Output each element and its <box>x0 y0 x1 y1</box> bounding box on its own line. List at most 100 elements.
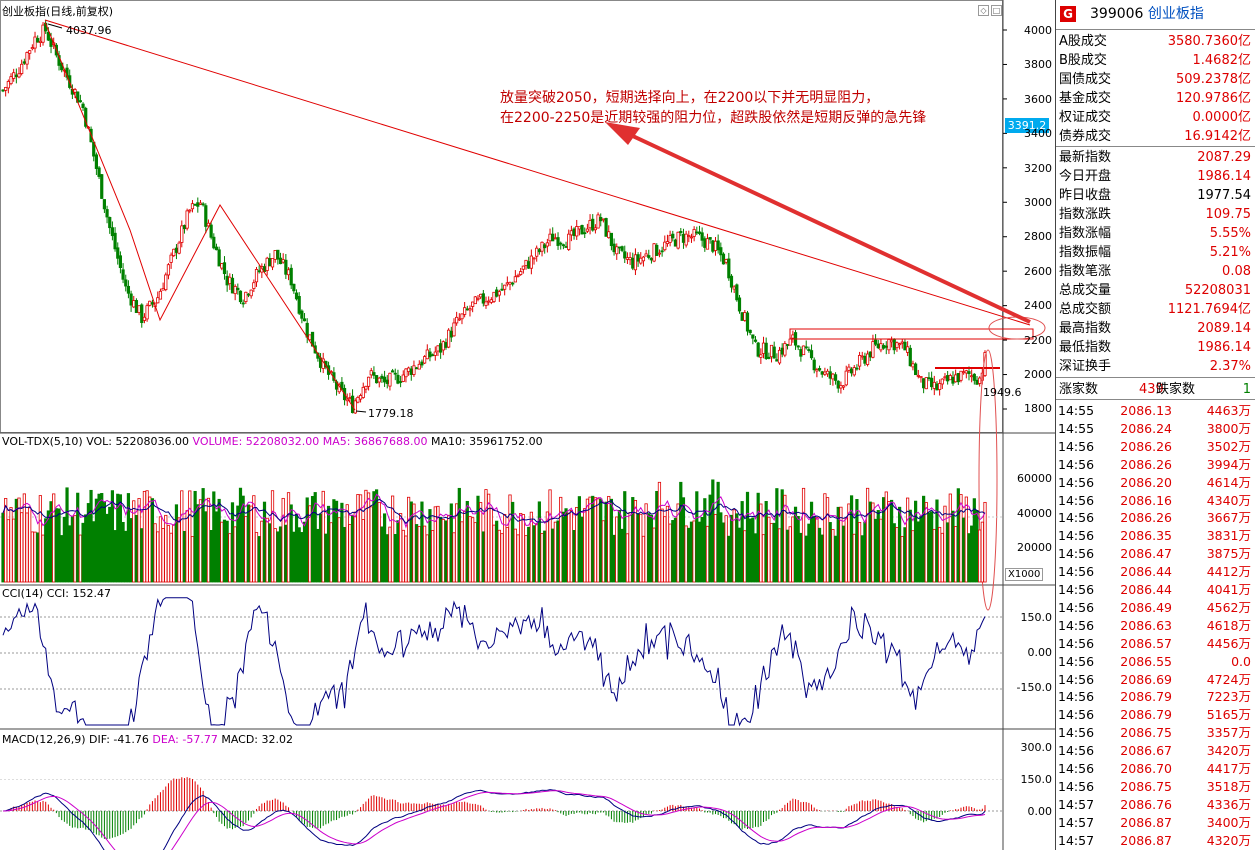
volume-bar <box>890 499 894 583</box>
volume-bar <box>425 534 429 583</box>
volume-bar <box>759 503 763 583</box>
cci-line <box>2 597 986 727</box>
candle-body <box>649 257 654 261</box>
candle-body <box>954 374 958 383</box>
tick-time: 14:56 <box>1058 456 1095 472</box>
volume-bar <box>366 492 371 583</box>
volume-bar <box>345 504 349 583</box>
candle-body <box>364 385 368 390</box>
tick-time: 14:56 <box>1058 653 1095 669</box>
right-low-label: 1949.6 <box>983 386 1022 399</box>
tick-time: 14:57 <box>1058 796 1095 812</box>
maximize-icon[interactable]: □ <box>991 5 1002 16</box>
divider <box>1056 377 1255 378</box>
candle-body <box>748 329 752 334</box>
volume-bar <box>751 517 755 583</box>
candle-body <box>727 258 731 279</box>
candle-body <box>775 359 779 362</box>
candle-body <box>286 269 291 276</box>
volume-bar <box>388 526 392 583</box>
annotation-line-1: 放量突破2050，短期选择向上，在2200以下并无明显阻力， <box>500 90 880 106</box>
candle-body <box>516 274 520 277</box>
tick-row: 14:56 2086.26 3667万 <box>1056 509 1255 527</box>
candle-body <box>657 252 662 255</box>
volume-bar <box>612 534 616 583</box>
volume-bar <box>492 524 496 583</box>
volume-bar <box>254 532 259 583</box>
volume-bar <box>556 520 560 583</box>
volume-bar <box>887 501 891 583</box>
volume-bar <box>233 526 237 583</box>
candle-body <box>380 375 384 379</box>
volume-bar <box>849 495 854 583</box>
candle-body <box>825 370 830 375</box>
tick-volume: 4456万 <box>1206 635 1251 651</box>
candle-body <box>129 293 133 306</box>
candle-body <box>12 72 16 79</box>
candle-body <box>476 297 480 300</box>
high-label: 4037.96 <box>66 24 112 37</box>
stat-value: 1986.14 <box>1197 340 1251 355</box>
volume-bar <box>393 534 397 583</box>
tick-row: 14:56 2086.63 4618万 <box>1056 617 1255 635</box>
candle-body <box>417 363 421 370</box>
candle-body <box>735 284 739 301</box>
volume-bar <box>415 524 419 583</box>
candle-body <box>441 341 445 351</box>
volume-bar <box>182 530 187 583</box>
candle-body <box>374 375 379 384</box>
restore-icon[interactable]: ◇ <box>978 5 989 16</box>
candle-body <box>297 296 301 314</box>
volume-bar <box>329 522 333 583</box>
volume-bar <box>833 535 838 583</box>
volume-bar <box>447 514 451 583</box>
candle-body <box>164 274 168 290</box>
volume-bar <box>777 528 782 583</box>
volume-bar <box>479 502 483 583</box>
tick-time: 14:56 <box>1058 635 1095 651</box>
candle-body <box>906 346 910 353</box>
candle-body <box>238 290 243 303</box>
candle-body <box>719 247 723 256</box>
candle-body <box>975 379 979 385</box>
volume-bar <box>209 530 213 583</box>
candle-body <box>228 276 232 285</box>
candle-body <box>182 225 187 230</box>
volume-bar <box>908 509 912 583</box>
volume-bar <box>369 506 373 583</box>
volume-bar <box>497 529 501 583</box>
tick-time: 14:56 <box>1058 492 1095 508</box>
candle-body <box>895 342 899 349</box>
volume-bar <box>337 517 341 583</box>
volume-bar <box>25 512 29 583</box>
volume-bar <box>129 518 133 583</box>
tick-volume: 3667万 <box>1206 510 1251 526</box>
cci-value: CCI: 152.47 <box>46 587 111 600</box>
stat-value: 109.75 <box>1205 207 1252 222</box>
chart-canvas[interactable] <box>0 0 1055 850</box>
volume-bar <box>956 488 960 583</box>
candle-body <box>575 226 579 237</box>
volume-bar <box>983 501 987 583</box>
candle-body <box>185 210 189 229</box>
volume-bar <box>439 517 443 583</box>
volume-bar <box>180 490 184 583</box>
candle-body <box>36 38 40 43</box>
candle-body <box>639 257 643 264</box>
volume-bar <box>81 522 85 583</box>
candle-body <box>737 297 742 312</box>
stat-row: 总成交量 52208031 <box>1056 281 1255 300</box>
candle-body <box>212 236 216 249</box>
candle-body <box>535 247 539 257</box>
volume-bar <box>938 526 942 583</box>
candle-body <box>281 259 285 263</box>
volume-bar <box>220 521 224 583</box>
volume-bar <box>972 498 976 583</box>
fall-count: 1 <box>1242 382 1251 397</box>
volume-bar <box>978 529 982 583</box>
volume-bar <box>356 494 360 583</box>
candle-body <box>764 342 768 360</box>
candle-body <box>257 270 261 273</box>
candle-body <box>801 345 806 356</box>
volume-bar <box>188 490 192 583</box>
